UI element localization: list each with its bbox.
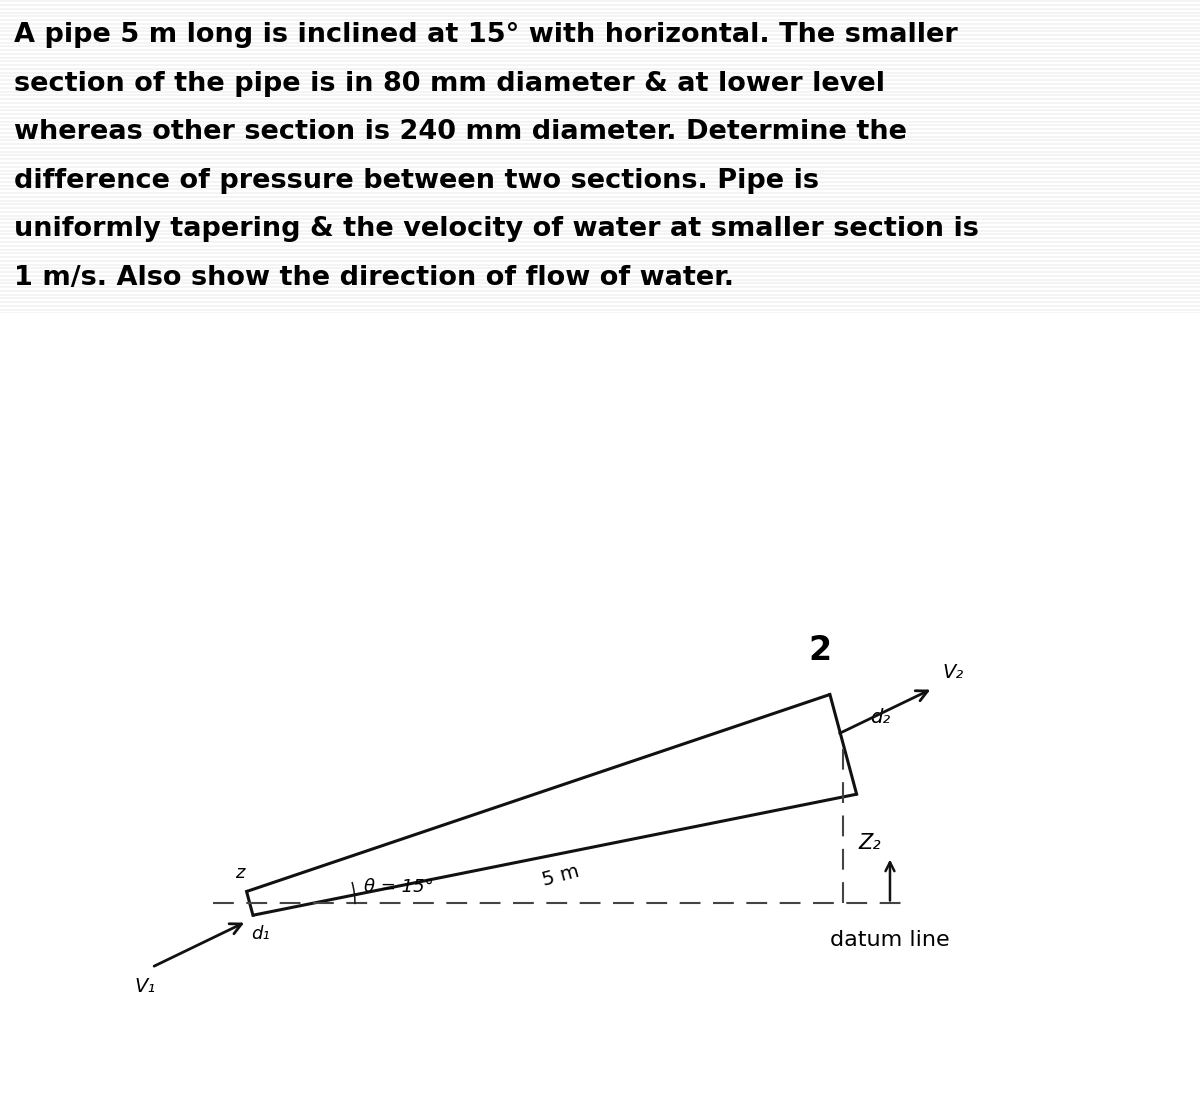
Text: 2: 2 [809,635,832,668]
Text: 1 m/s. Also show the direction of flow of water.: 1 m/s. Also show the direction of flow o… [14,265,734,290]
Text: d₂: d₂ [870,707,890,727]
Text: difference of pressure between two sections. Pipe is: difference of pressure between two secti… [14,167,820,194]
Text: uniformly tapering & the velocity of water at smaller section is: uniformly tapering & the velocity of wat… [14,217,979,242]
Text: whereas other section is 240 mm diameter. Determine the: whereas other section is 240 mm diameter… [14,119,907,145]
Text: θ = 15°: θ = 15° [364,878,433,896]
Text: datum line: datum line [830,931,949,950]
Text: section of the pipe is in 80 mm diameter & at lower level: section of the pipe is in 80 mm diameter… [14,70,886,97]
Text: Z₂: Z₂ [858,833,881,853]
Text: V₁: V₁ [134,977,156,997]
Text: 5 m: 5 m [540,862,581,890]
Text: d₁: d₁ [251,925,270,944]
Text: V₂: V₂ [943,663,964,682]
Text: A pipe 5 m long is inclined at 15° with horizontal. The smaller: A pipe 5 m long is inclined at 15° with … [14,22,958,48]
Text: z: z [235,864,244,882]
